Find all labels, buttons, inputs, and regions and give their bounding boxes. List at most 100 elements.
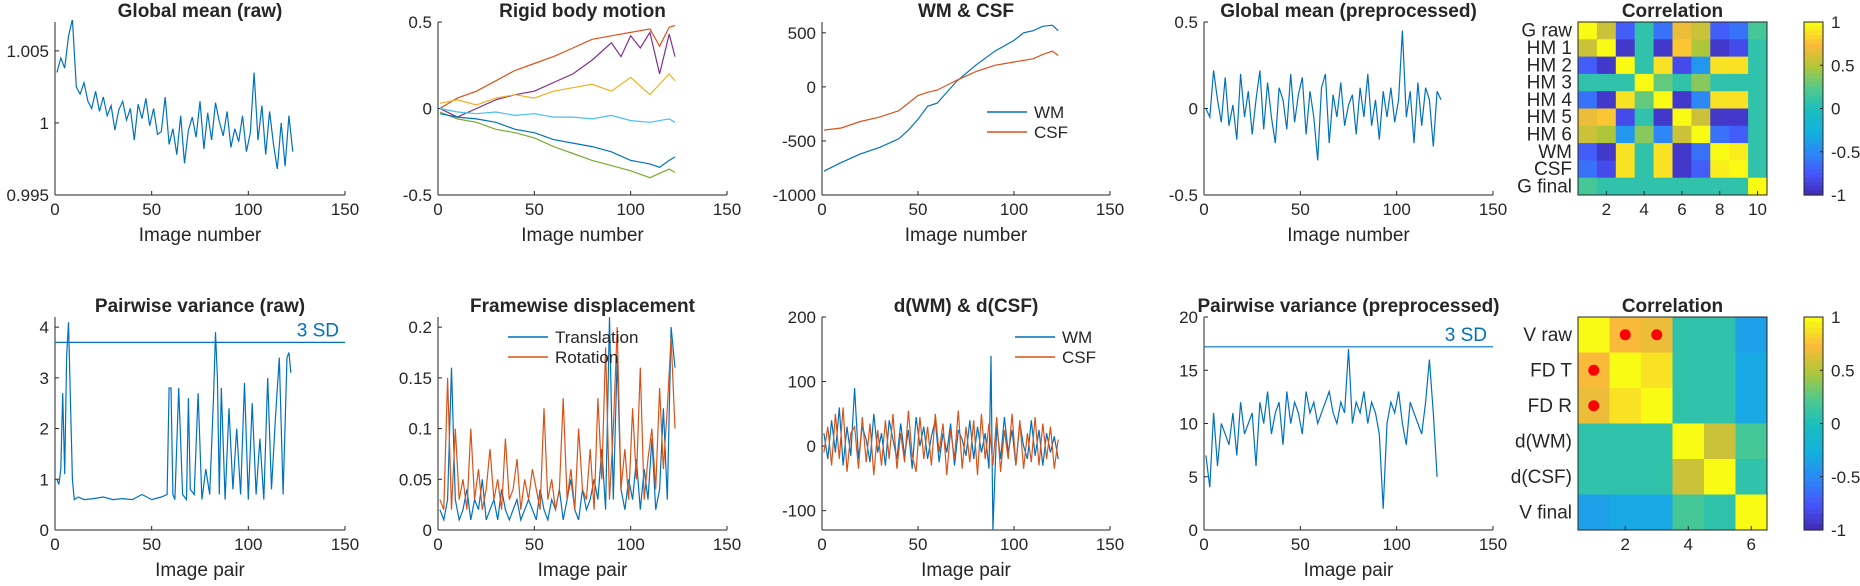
heatmap-cell (1634, 160, 1655, 179)
heatmap-cell (1596, 143, 1617, 161)
colorbar-segment (1804, 354, 1823, 361)
series-line-2 (823, 407, 1059, 476)
chart-title: d(WM) & d(CSF) (894, 296, 1039, 317)
heatmap-cell (1578, 317, 1610, 353)
x-tick-label: 150 (331, 535, 359, 554)
row-label: FD T (1530, 360, 1572, 381)
significance-marker (1651, 329, 1663, 341)
heatmap-cell (1653, 160, 1673, 179)
x-tick-label: 4 (1639, 200, 1648, 219)
y-tick-label: 5 (1189, 468, 1198, 487)
colorbar-segment (1804, 514, 1823, 520)
x-tick-label: 6 (1747, 535, 1756, 554)
heatmap-cell (1704, 494, 1736, 531)
chart-1: Global mean (raw) 0 50 100 150 0.995 1 1.005 Ima… (6, 1, 359, 246)
heatmap-cell (1735, 388, 1768, 424)
colorbar-segment (1804, 186, 1823, 192)
heatmap-cell (1729, 160, 1749, 179)
colorbar-tick-label: 0.5 (1831, 56, 1855, 75)
series-line-1 (1205, 30, 1442, 161)
heatmap-cell (1710, 177, 1730, 196)
x-tick-label: 100 (234, 200, 262, 219)
x-axis-label: Image number (521, 225, 644, 246)
chart-title: Pairwise variance (preprocessed) (1197, 296, 1499, 317)
x-tick-label: 4 (1684, 535, 1693, 554)
series-line-5 (439, 111, 676, 179)
colorbar-segment (1804, 364, 1823, 371)
heatmap-cell (1653, 22, 1673, 40)
row-label: G final (1517, 176, 1572, 197)
heatmap-cell (1672, 388, 1705, 424)
colorbar-segment (1804, 487, 1823, 494)
series-line-1 (823, 355, 1059, 530)
colorbar-segment (1804, 69, 1823, 75)
heatmap-cell (1691, 177, 1711, 196)
row-label: FD R (1528, 396, 1572, 417)
heatmap-cell (1653, 39, 1673, 58)
row-label: HM 1 (1527, 38, 1572, 59)
heatmap-cell (1596, 39, 1617, 58)
x-tick-label: 2 (1621, 535, 1630, 554)
heatmap-cell (1634, 56, 1655, 75)
colorbar-segment (1804, 82, 1823, 88)
heatmap-cell (1704, 459, 1736, 495)
heatmap-cell (1748, 22, 1768, 40)
heatmap-cell (1748, 125, 1768, 144)
heatmap-cell (1672, 160, 1692, 179)
heatmap-cell (1615, 56, 1636, 75)
colorbar-segment (1804, 121, 1823, 127)
heatmap-cell (1653, 177, 1673, 196)
colorbar-segment (1804, 182, 1823, 187)
heatmap-cell (1578, 459, 1610, 495)
y-tick-label: -0.5 (403, 186, 432, 205)
colorbar-tick-label: 0.5 (1831, 361, 1855, 380)
colorbar-segment (1804, 407, 1823, 414)
series-line-6 (439, 113, 676, 168)
heatmap-cell (1729, 143, 1749, 161)
colorbar-segment (1804, 503, 1823, 510)
y-tick-label: 0.15 (399, 369, 432, 388)
x-tick-label: 0 (433, 200, 442, 219)
heatmap-cell (1691, 73, 1711, 92)
y-tick-label: 15 (1179, 361, 1198, 380)
colorbar-segment (1804, 375, 1823, 382)
heatmap-cell (1672, 177, 1692, 196)
heatmap-cell (1710, 22, 1730, 40)
heatmap-cell (1596, 125, 1617, 144)
heatmap-cell (1634, 177, 1655, 196)
colorbar-segment (1804, 43, 1823, 49)
y-tick-label: 0 (1189, 521, 1198, 540)
heatmap-cell (1704, 317, 1736, 353)
heatmap-cell (1691, 125, 1711, 144)
row-label: WM (1538, 142, 1572, 163)
x-tick-label: 100 (1000, 535, 1028, 554)
heatmap-cell (1729, 108, 1749, 127)
heatmap-cell (1609, 352, 1642, 389)
colorbar-segment (1804, 434, 1823, 441)
y-tick-label: 100 (788, 373, 816, 392)
colorbar-segment (1804, 359, 1823, 366)
heatmap-cell (1748, 56, 1768, 75)
heatmap-cell (1615, 160, 1636, 179)
heatmap-cell (1748, 160, 1768, 179)
colorbar-segment (1804, 498, 1823, 504)
series-line-3 (439, 72, 676, 106)
x-tick-label: 0 (50, 535, 59, 554)
heatmap-cell (1710, 73, 1730, 92)
significance-marker (1588, 400, 1600, 412)
heatmap-cell (1578, 56, 1598, 75)
heatmap-cell (1729, 91, 1749, 109)
heatmap-cell (1710, 91, 1730, 109)
heatmap-cell (1672, 22, 1692, 40)
chart-title: Global mean (raw) (118, 1, 283, 22)
colorbar-tick-label: 1 (1831, 13, 1840, 32)
legend-label: Rotation (555, 348, 618, 367)
heatmap-cell (1634, 108, 1655, 127)
row-label: CSF (1534, 159, 1572, 180)
x-tick-label: 0 (50, 200, 59, 219)
heatmap-cell (1691, 22, 1711, 40)
heatmap-cell (1672, 39, 1692, 58)
colorbar-segment (1804, 508, 1823, 515)
heatmap-cell (1691, 91, 1711, 109)
